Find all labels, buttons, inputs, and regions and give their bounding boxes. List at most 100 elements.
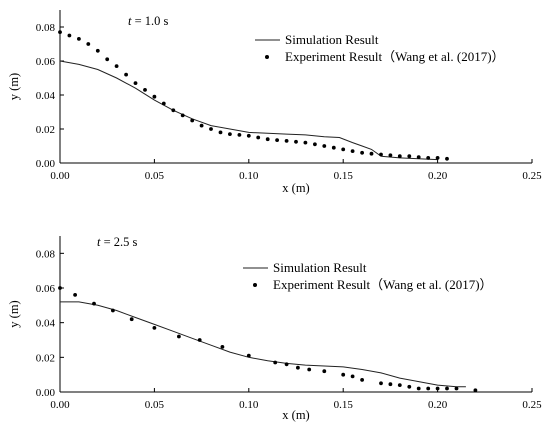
experiment-data-point (177, 334, 181, 339)
experiment-data-point (73, 293, 77, 297)
experiment-data-point (435, 156, 440, 160)
y-tick-label: 0.02 (36, 352, 55, 364)
x-tick-label: 0.05 (145, 399, 165, 411)
experiment-data-point (171, 108, 176, 113)
time-annotation: t = 1.0 s (128, 14, 169, 28)
experiment-data-point (307, 367, 312, 372)
experiment-data-point (331, 145, 336, 150)
experiment-data-point (435, 386, 440, 391)
x-tick-label: 0.00 (50, 399, 70, 411)
experiment-data-point (67, 33, 72, 38)
experiment-data-point (360, 150, 364, 155)
experiment-data-point (445, 156, 449, 161)
experiment-data-point (105, 57, 110, 62)
experiment-data-point (161, 101, 166, 106)
experiment-data-point (294, 139, 298, 144)
experiment-data-point (426, 156, 431, 160)
experiment-data-point (284, 139, 289, 143)
experiment-data-point (77, 37, 81, 41)
time-value: = 2.5 s (100, 235, 137, 249)
experiment-data-point (220, 345, 225, 349)
experiment-data-point (197, 338, 202, 342)
experiment-data-point (322, 144, 327, 148)
experiment-data-point (303, 140, 308, 145)
x-tick-label: 0.25 (522, 399, 542, 411)
experiment-data-point (111, 308, 115, 313)
experiment-data-point (86, 42, 91, 46)
experiment-data-point (296, 365, 300, 370)
simulation-series-line (59, 60, 438, 161)
experiment-data-point (199, 123, 204, 128)
experiment-data-point (454, 386, 459, 391)
experiment-data-point (407, 154, 412, 159)
experiment-data-point (237, 133, 242, 137)
experiment-data-point (58, 286, 62, 290)
experiment-data-point (124, 72, 128, 77)
experiment-data-point (228, 132, 232, 137)
time-variable: t (97, 235, 101, 249)
experiment-data-point (218, 130, 223, 135)
experiment-data-point (273, 360, 278, 365)
x-tick-label: 0.05 (145, 170, 165, 182)
x-tick-label: 0.20 (428, 399, 448, 411)
experiment-data-point (350, 374, 355, 379)
x-tick-label: 0.15 (334, 170, 354, 182)
experiment-data-point (58, 30, 62, 34)
experiment-data-point (341, 147, 346, 152)
experiment-data-point (246, 353, 251, 358)
experiment-data-point (143, 88, 147, 92)
y-tick-label: 0.04 (36, 318, 56, 330)
experiment-data-point (256, 135, 261, 140)
experiment-data-point (322, 369, 327, 374)
experiment-data-point (407, 384, 412, 389)
experiment-data-point (265, 137, 270, 142)
experiment-data-point (180, 113, 185, 118)
chart-bottom: 0.00 0.05 0.10 0.15 0.20 0.25 0.00 0.02 0.04 0.06… (7, 235, 542, 422)
time-variable: t (128, 14, 132, 28)
y-axis-label: y (m) (7, 300, 21, 327)
experiment-data-point (426, 386, 431, 391)
legend: Simulation Result Experiment Result（Wang … (255, 32, 505, 64)
experiment-data-point (209, 127, 213, 131)
x-tick-label: 0.00 (50, 170, 70, 182)
experiment-data-point (473, 388, 478, 393)
legend: Simulation Result Experiment Result（Wang … (243, 260, 493, 292)
experiment-data-point (388, 153, 393, 158)
experiment-data-point (379, 381, 383, 386)
experiment-data-point (416, 155, 421, 160)
experiment-data-point (341, 372, 346, 377)
legend-label: Experiment Result（Wang et al. (2017)） (285, 49, 505, 64)
time-annotation: t = 2.5 s (97, 235, 138, 249)
experiment-data-point (275, 138, 279, 143)
y-tick-label: 0.00 (36, 387, 56, 399)
y-tick-label: 0.08 (36, 248, 56, 260)
experiment-data-point (388, 382, 393, 387)
experiment-data-point (190, 118, 195, 123)
x-tick-label: 0.25 (522, 170, 542, 182)
y-tick-label: 0.08 (36, 22, 56, 34)
y-tick-label: 0.00 (36, 158, 56, 170)
experiment-data-point (350, 149, 355, 154)
experiment-data-point (284, 362, 289, 367)
experiment-data-point (133, 81, 138, 85)
experiment-data-point (416, 386, 421, 391)
legend-label: Simulation Result (285, 32, 379, 47)
legend-point-swatch (265, 55, 269, 59)
experiment-data-point (313, 142, 317, 147)
y-tick-label: 0.06 (36, 283, 56, 295)
y-tick-label: 0.06 (36, 56, 56, 68)
chart-top: 0.00 0.05 0.10 0.15 0.20 0.25 0.00 0.02 0.04 0.06… (7, 10, 542, 195)
experiment-data-point (397, 383, 402, 387)
experiment-data-point (92, 301, 96, 306)
legend-label: Experiment Result（Wang et al. (2017)） (273, 277, 493, 292)
legend-point-swatch (253, 283, 257, 287)
time-value: = 1.0 s (131, 14, 168, 28)
x-tick-label: 0.15 (334, 399, 354, 411)
y-axis-label: y (m) (7, 73, 21, 100)
experiment-data-point (445, 386, 449, 391)
y-tick-label: 0.02 (36, 124, 55, 136)
experiment-data-point (369, 151, 374, 156)
x-tick-label: 0.10 (239, 170, 259, 182)
experiment-data-point (360, 378, 364, 382)
experiment-data-point (152, 326, 157, 330)
